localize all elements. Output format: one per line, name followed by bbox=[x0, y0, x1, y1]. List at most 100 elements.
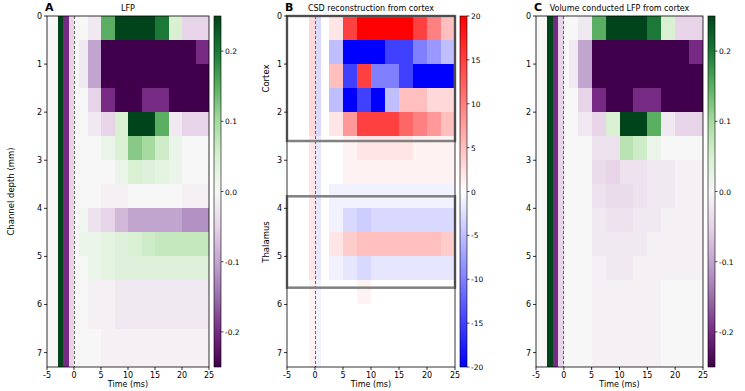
y-tick bbox=[44, 64, 47, 65]
cell bbox=[47, 136, 58, 160]
cell bbox=[399, 208, 413, 232]
cell bbox=[315, 160, 321, 184]
y-tick-label: 5 bbox=[277, 252, 282, 261]
cell bbox=[558, 136, 564, 160]
cell bbox=[357, 112, 371, 136]
y-tick-label: 3 bbox=[277, 156, 282, 165]
cell bbox=[196, 64, 210, 88]
cell bbox=[155, 256, 169, 280]
y-tick bbox=[284, 112, 287, 113]
x-tick-label: 0 bbox=[71, 371, 76, 380]
colorbar-tick-label: 0.0 bbox=[719, 188, 731, 197]
cell bbox=[142, 208, 156, 232]
cell bbox=[309, 40, 315, 64]
cell bbox=[536, 353, 548, 367]
cell bbox=[63, 232, 69, 256]
colorbar-tick-label: 0 bbox=[471, 188, 476, 197]
x-tick-label: 10 bbox=[614, 371, 624, 380]
cell bbox=[385, 256, 399, 280]
cell bbox=[304, 208, 310, 232]
cell bbox=[329, 256, 343, 280]
y-tick bbox=[284, 352, 287, 353]
cell bbox=[536, 232, 548, 256]
cell bbox=[578, 112, 592, 136]
cell bbox=[357, 40, 371, 64]
cell bbox=[592, 208, 606, 232]
cell bbox=[309, 353, 315, 367]
cell bbox=[74, 304, 80, 328]
cell bbox=[287, 304, 299, 328]
cell bbox=[357, 160, 371, 184]
cell bbox=[298, 64, 304, 88]
cell bbox=[578, 160, 592, 184]
cell bbox=[101, 232, 115, 256]
cell bbox=[553, 232, 559, 256]
cell bbox=[553, 16, 559, 40]
y-tick-label: 1 bbox=[277, 60, 282, 69]
cell bbox=[620, 208, 634, 232]
cell bbox=[558, 208, 564, 232]
cell bbox=[633, 304, 647, 328]
cell bbox=[58, 112, 64, 136]
cell bbox=[79, 208, 88, 232]
cell bbox=[661, 232, 675, 256]
cell bbox=[620, 112, 634, 136]
cell bbox=[661, 208, 675, 232]
cell bbox=[196, 136, 210, 160]
cell bbox=[441, 112, 455, 136]
cell bbox=[558, 232, 564, 256]
y-tick bbox=[44, 160, 47, 161]
cell bbox=[441, 304, 455, 328]
colorbar-tick bbox=[467, 367, 470, 368]
cell bbox=[592, 280, 606, 304]
cell bbox=[63, 64, 69, 88]
cell bbox=[606, 64, 620, 88]
cell bbox=[564, 88, 570, 112]
cell bbox=[675, 184, 689, 208]
x-tick bbox=[209, 367, 210, 370]
cell bbox=[115, 184, 129, 208]
cell bbox=[441, 160, 455, 184]
x-tick-label: 20 bbox=[177, 371, 187, 380]
cell bbox=[58, 353, 64, 367]
cell bbox=[169, 256, 183, 280]
cell bbox=[321, 64, 330, 88]
cell bbox=[689, 280, 703, 304]
y-tick-label: 7 bbox=[526, 349, 531, 358]
y-tick-label: 1 bbox=[37, 60, 42, 69]
cell bbox=[413, 16, 427, 40]
cell bbox=[343, 304, 357, 328]
cell bbox=[329, 208, 343, 232]
cell bbox=[564, 112, 570, 136]
y-tick-label: 0 bbox=[277, 12, 282, 21]
colorbar-tick bbox=[715, 51, 718, 52]
cell bbox=[309, 329, 315, 353]
cell bbox=[569, 304, 578, 328]
colorbar-tick bbox=[221, 261, 224, 262]
cell bbox=[441, 329, 455, 353]
region-label: Cortex bbox=[261, 64, 271, 92]
y-tick-label: 7 bbox=[277, 349, 282, 358]
colorbar-tick bbox=[221, 51, 224, 52]
cell bbox=[74, 184, 80, 208]
cell bbox=[321, 160, 330, 184]
cell bbox=[321, 304, 330, 328]
cell bbox=[536, 136, 548, 160]
cell bbox=[413, 280, 427, 304]
cell bbox=[58, 16, 64, 40]
cell bbox=[536, 112, 548, 136]
colorbar-tick-label: 0.1 bbox=[719, 117, 731, 126]
y-tick-label: 1 bbox=[526, 60, 531, 69]
cell bbox=[553, 329, 559, 353]
cell bbox=[371, 280, 385, 304]
cell bbox=[413, 112, 427, 136]
y-tick-label: 6 bbox=[37, 300, 42, 309]
cell bbox=[564, 353, 570, 367]
cell bbox=[329, 64, 343, 88]
cell bbox=[661, 88, 675, 112]
cell bbox=[343, 16, 357, 40]
cell bbox=[427, 40, 441, 64]
cell bbox=[547, 136, 553, 160]
cell bbox=[58, 232, 64, 256]
cell bbox=[569, 64, 578, 88]
